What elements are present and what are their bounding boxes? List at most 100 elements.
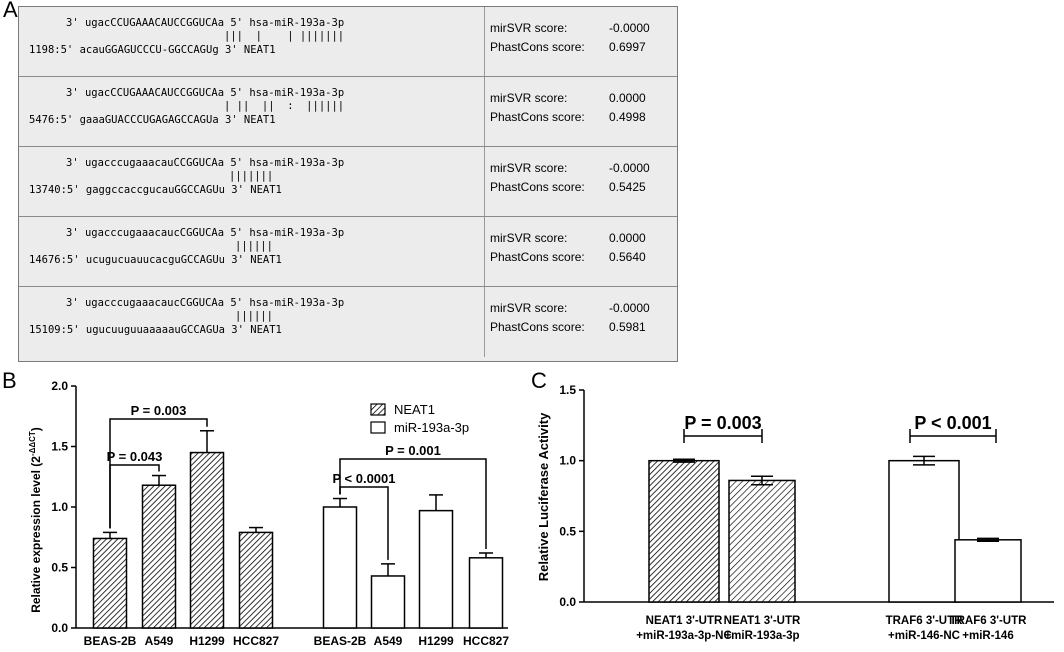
pairing-marks: |||||| [235,310,273,322]
mirsvr-score: 0.0000 [609,91,646,105]
phastcons-label: PhastCons score: [490,250,585,264]
sig-b-3-label: P < 0.0001 [332,471,395,486]
mirna-sequence: 3' ugacCCUGAAACAUCCGGUCAa 5' hsa-miR-193… [66,17,345,29]
sig-c-2-label: P < 0.001 [914,413,991,433]
y-tick-label: 2.0 [51,379,68,393]
panel-c-letter: C [531,368,547,393]
phastcons-score: 0.5981 [609,320,646,334]
sig-b-2-label: P = 0.043 [107,449,163,464]
bar-mir193a [370,575,406,629]
mirna-sequence: 3' ugacCCUGAAACAUCCGGUCAa 5' hsa-miR-193… [66,87,345,99]
y-tick-label: 0.5 [559,524,576,538]
alignment-row: 3' ugacccugaaacaucCGGUCAa 5' hsa-miR-193… [19,287,677,357]
x-tick-label: H1299 [418,634,454,648]
panel-a-letter: A [3,0,18,22]
panel-a-alignment-table: 3' ugacCCUGAAACAUCCGGUCAa 5' hsa-miR-193… [18,6,678,362]
bar-luciferase [888,459,960,603]
x-tick-label-line2: +miR-193a-3p [724,630,799,642]
x-tick-label: BEAS-2B [314,634,367,648]
alignment-row: 3' ugacccugaaacaucCGGUCAa 5' hsa-miR-193… [19,217,677,287]
y-tick-label: 0.0 [51,621,68,635]
x-tick-label: HCC827 [233,634,279,648]
bar-mir193a [418,509,454,629]
pairing-marks: |||||| [235,240,273,252]
mirsvr-score: -0.0000 [609,301,650,315]
x-tick-label: A549 [145,634,174,648]
x-tick-label-line1: TRAF6 3'-UTR [886,615,964,627]
column-divider [484,287,485,357]
bar-luciferase [648,459,720,603]
y-axis-label: Relative expression level (2-ΔΔCT) [28,427,43,613]
column-divider [484,7,485,76]
mirsvr-score: -0.0000 [609,161,650,175]
x-tick-label: A549 [374,634,403,648]
bar-neat1 [238,531,274,629]
pairing-marks: ||| | | ||||||| [224,30,345,42]
x-tick-label: H1299 [189,634,225,648]
target-sequence: 15109:5' ugucuuguuaaaaauGCCAGUa 3' NEAT1 [29,324,282,336]
mirna-sequence: 3' ugacccugaaacaucCGGUCAa 5' hsa-miR-193… [66,297,345,309]
panel-b-letter: B [2,368,17,393]
mirsvr-label: mirSVR score: [490,91,568,105]
mirsvr-label: mirSVR score: [490,21,568,35]
sig-c-1-label: P = 0.003 [684,413,761,433]
y-tick-label: 1.5 [559,383,576,397]
y-tick-label: 1.0 [51,500,68,514]
phastcons-label: PhastCons score: [490,40,585,54]
bar-neat1 [92,537,128,629]
phastcons-score: 0.4998 [609,110,646,124]
legend-swatch-mir193a [370,421,386,434]
target-sequence: 13740:5' gaggccaccgucauGGCCAGUu 3' NEAT1 [29,184,282,196]
x-tick-label-line1: NEAT1 3'-UTR [646,615,723,627]
sig-b-2-bracket [109,464,160,529]
x-tick-label-line2: +miR-146-NC [888,630,960,642]
column-divider [484,217,485,286]
mirsvr-label: mirSVR score: [490,301,568,315]
mirsvr-label: mirSVR score: [490,161,568,175]
alignment-row: 3' ugacCCUGAAACAUCCGGUCAa 5' hsa-miR-193… [19,7,677,77]
x-tick-label-line1: TRAF6 3'-UTR [950,615,1028,627]
column-divider [484,147,485,216]
y-tick-label: 0.5 [51,561,68,575]
phastcons-label: PhastCons score: [490,110,585,124]
legend-label-neat1: NEAT1 [394,402,435,417]
bar-mir193a [468,557,504,629]
mirsvr-label: mirSVR score: [490,231,568,245]
mirna-sequence: 3' ugacccugaaacaucCGGUCAa 5' hsa-miR-193… [66,227,345,239]
x-tick-label-line1: NEAT1 3'-UTR [724,615,801,627]
target-sequence: 14676:5' ucugucuauucacguGCCAGUu 3' NEAT1 [29,254,282,266]
sig-b-4-bracket [339,458,487,549]
mirsvr-score: -0.0000 [609,21,650,35]
sig-b-4-label: P = 0.001 [385,443,441,458]
bar-neat1 [189,451,225,629]
mirna-sequence: 3' ugacccugaaacauCCGGUCAa 5' hsa-miR-193… [66,157,345,169]
y-tick-label: 1.5 [51,440,68,454]
y-tick-label: 0.0 [559,595,576,609]
column-divider [484,77,485,146]
alignment-row: 3' ugacccugaaacauCCGGUCAa 5' hsa-miR-193… [19,147,677,217]
legend-label-mir193a: miR-193a-3p [394,420,469,435]
legend-swatch-neat1 [370,403,386,416]
phastcons-score: 0.6997 [609,40,646,54]
bar-luciferase [728,479,796,603]
x-tick-label-line2: +miR-146 [962,630,1013,642]
x-tick-label: HCC827 [463,634,509,648]
panel-b-chart: B 0.0 0.5 1.0 1.5 2.0 Relative expression leve… [2,368,509,648]
x-tick-label-line2: +miR-193a-3p-NC [636,630,732,642]
bar-mir193a [322,506,358,629]
target-sequence: 1198:5' acauGGAGUCCCU-GGCCAGUg 3' NEAT1 [29,44,276,56]
panel-c-chart: C 0.0 0.5 1.0 1.5 Relative Luciferase Activit… [531,368,1054,642]
alignment-row: 3' ugacCCUGAAACAUCCGGUCAa 5' hsa-miR-193… [19,77,677,147]
bar-neat1 [141,484,177,629]
phastcons-label: PhastCons score: [490,320,585,334]
phastcons-score: 0.5640 [609,250,646,264]
phastcons-label: PhastCons score: [490,180,585,194]
mirsvr-score: 0.0000 [609,231,646,245]
y-tick-label: 1.0 [559,454,576,468]
target-sequence: 5476:5' gaaaGUACCCUGAGAGCCAGUa 3' NEAT1 [29,114,276,126]
x-tick-label: BEAS-2B [84,634,137,648]
bar-luciferase [954,539,1022,603]
sig-b-1-label: P = 0.003 [131,403,187,418]
phastcons-score: 0.5425 [609,180,646,194]
pairing-marks: ||||||| [229,170,274,182]
